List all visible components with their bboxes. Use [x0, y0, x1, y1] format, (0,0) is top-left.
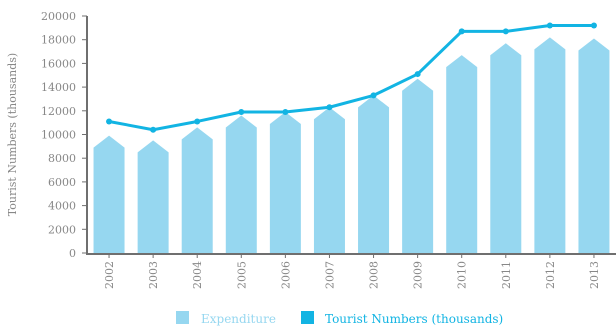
x-tick-label-2012: 2012: [544, 261, 557, 289]
x-tick-label-2011: 2011: [500, 261, 513, 289]
y-tick-label-14000: 14000: [41, 81, 76, 94]
point-2004: [194, 118, 201, 125]
point-2005: [238, 108, 245, 115]
bar-2010: [446, 55, 478, 254]
x-tick-label-2007: 2007: [323, 261, 336, 289]
point-2010: [458, 28, 465, 35]
x-tick-label-2010: 2010: [456, 261, 469, 289]
bar-2004: [181, 127, 213, 253]
y-tick-label-10000: 10000: [41, 129, 76, 142]
x-tick-label-2008: 2008: [368, 261, 381, 289]
legend-swatch-expenditure: [176, 311, 189, 324]
bar-2008: [358, 95, 390, 254]
point-2009: [414, 71, 421, 78]
y-tick-label-8000: 8000: [48, 152, 76, 165]
x-tick-label-2002: 2002: [103, 261, 116, 289]
legend-label-expenditure: Expenditure: [201, 312, 276, 326]
bar-2007: [313, 107, 345, 254]
bar-2012: [534, 37, 566, 253]
point-2003: [150, 126, 157, 133]
point-2006: [282, 108, 289, 115]
bar-2002: [93, 135, 125, 253]
legend-swatch-tourist-numbers: [301, 311, 314, 324]
y-tick-label-4000: 4000: [48, 200, 76, 213]
x-tick-label-2006: 2006: [279, 261, 292, 289]
x-tick-label-2003: 2003: [147, 261, 160, 289]
point-2012: [546, 22, 553, 29]
bar-2005: [225, 115, 257, 253]
y-tick-label-0: 0: [69, 247, 76, 260]
point-2011: [502, 28, 509, 35]
legend-label-tourist-numbers: Tourist Numbers (thousands): [325, 312, 503, 326]
point-2007: [326, 104, 333, 111]
bar-2006: [269, 111, 301, 253]
y-tick-label-6000: 6000: [48, 176, 76, 189]
x-tick-label-2005: 2005: [235, 261, 248, 289]
line-tourist-numbers: [108, 23, 594, 132]
y-tick-label-20000: 20000: [41, 10, 76, 23]
y-tick-label-16000: 16000: [41, 57, 76, 70]
y-tick-label-18000: 18000: [41, 34, 76, 47]
point-2013: [590, 22, 597, 29]
bar-2013: [578, 38, 610, 253]
x-tick-label-2004: 2004: [191, 261, 204, 289]
x-tick-label-2009: 2009: [412, 261, 425, 289]
y-tick-label-12000: 12000: [41, 105, 76, 118]
bar-2003: [137, 140, 169, 253]
bar-2011: [490, 43, 522, 253]
point-2008: [370, 92, 377, 99]
y-axis-label: Tourist Numbers (thousands): [6, 53, 19, 216]
bar-2009: [402, 78, 434, 254]
y-tick-label-2000: 2000: [48, 223, 76, 236]
x-tick-label-2013: 2013: [588, 261, 601, 289]
point-2002: [106, 118, 113, 125]
